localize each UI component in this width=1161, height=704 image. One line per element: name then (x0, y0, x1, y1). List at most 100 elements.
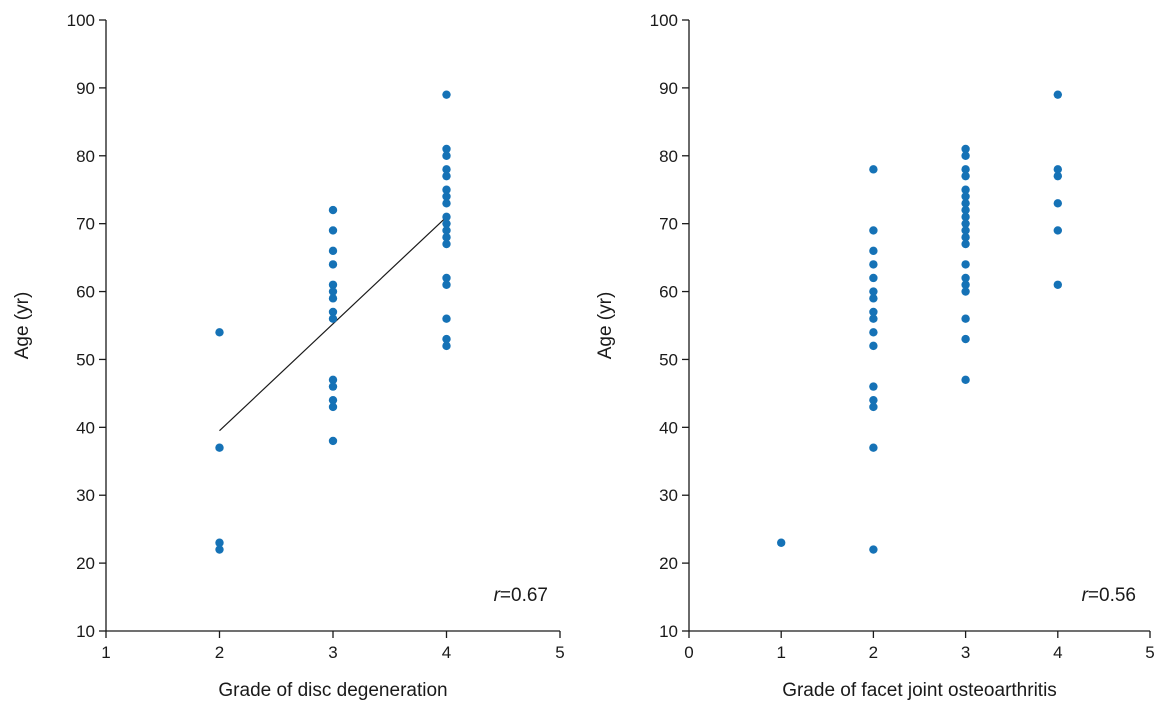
data-point (961, 226, 970, 235)
data-point (961, 205, 970, 215)
y-tick-label: 100 (650, 11, 678, 30)
data-point (869, 294, 878, 303)
data-point (328, 287, 338, 296)
data-point (961, 334, 970, 344)
data-point (1053, 90, 1063, 99)
data-point (215, 545, 224, 554)
data-point (869, 287, 878, 296)
data-point (328, 375, 338, 385)
data-point (961, 375, 970, 385)
data-point (442, 239, 451, 249)
y-tick-label: 70 (659, 215, 678, 234)
data-point (961, 233, 970, 242)
data-point (1053, 280, 1063, 289)
y-tick-label: 20 (659, 554, 678, 573)
data-point (869, 545, 878, 554)
x-axis-title: Grade of facet joint osteoarthritis (782, 680, 1057, 701)
data-point (869, 395, 878, 405)
correlation-label: r=0.56 (1082, 585, 1136, 606)
y-tick-label: 10 (659, 622, 678, 641)
y-tick-label: 50 (659, 350, 678, 369)
data-point (869, 382, 878, 391)
x-tick-label: 5 (555, 643, 564, 662)
correlation-value: =0.56 (1088, 585, 1136, 606)
data-point (442, 334, 451, 344)
data-point (961, 144, 970, 154)
data-point (215, 538, 224, 547)
data-point (1053, 199, 1063, 208)
y-tick-label: 100 (67, 11, 95, 30)
y-tick-label: 20 (76, 554, 95, 573)
data-point (1053, 171, 1063, 181)
x-tick-label: 1 (101, 643, 110, 662)
chart-panel-2: 10 20 30 40 50 60 70 80 90 100 0 1 2 3 4 5 Grade of face… (595, 11, 1155, 701)
data-point (442, 233, 451, 242)
data-point (215, 443, 224, 452)
x-tick-label: 0 (684, 643, 693, 662)
data-point (1053, 165, 1063, 174)
data-point (961, 239, 970, 249)
correlation-symbol: r (1082, 585, 1089, 606)
data-point (869, 246, 878, 256)
data-point (328, 307, 338, 317)
data-point (328, 436, 338, 446)
data-point (961, 192, 970, 201)
x-tick-label: 4 (442, 643, 451, 662)
y-tick-label: 80 (76, 147, 95, 166)
data-point (961, 273, 970, 283)
data-point (442, 280, 451, 289)
data-point (442, 199, 451, 208)
y-axis-title: Age (yr) (595, 292, 616, 360)
correlation-label: r=0.67 (494, 585, 548, 606)
data-point (442, 90, 451, 99)
x-axis-title: Grade of disc degeneration (218, 680, 447, 701)
data-point (961, 260, 970, 269)
data-point (961, 199, 970, 208)
x-tick-label: 3 (961, 643, 970, 662)
data-point (442, 144, 451, 154)
data-point (961, 185, 970, 194)
y-tick-label: 90 (659, 79, 678, 98)
data-point (1053, 226, 1063, 235)
data-point (328, 402, 338, 412)
x-tick-label: 3 (328, 643, 337, 662)
y-tick-label: 60 (76, 283, 95, 302)
correlation-value: =0.67 (500, 585, 548, 606)
data-point (869, 328, 878, 337)
data-point (442, 341, 451, 351)
data-point (442, 273, 451, 283)
y-tick-label: 50 (76, 350, 95, 369)
data-point (869, 226, 878, 235)
data-point (869, 341, 878, 351)
data-point (869, 165, 878, 174)
data-point (328, 260, 338, 269)
data-point (328, 226, 338, 235)
data-point (869, 314, 878, 323)
data-point (869, 260, 878, 269)
data-point (869, 273, 878, 283)
data-point (328, 205, 338, 215)
data-point (961, 151, 970, 160)
data-point (328, 294, 338, 303)
data-point (442, 314, 451, 323)
data-point (961, 165, 970, 174)
data-point (869, 402, 878, 412)
y-tick-label: 10 (76, 622, 95, 641)
correlation-symbol: r (494, 585, 501, 606)
data-point (328, 280, 338, 289)
x-tick-label: 2 (215, 643, 224, 662)
trend-line (219, 216, 447, 432)
data-point (442, 171, 451, 181)
data-point (961, 219, 970, 228)
data-point (328, 382, 338, 391)
data-point (215, 328, 224, 337)
data-point (961, 280, 970, 289)
x-tick-label: 1 (776, 643, 785, 662)
y-tick-label: 70 (76, 215, 95, 234)
data-point (777, 538, 786, 547)
data-point (442, 226, 451, 235)
data-point (328, 314, 338, 323)
y-tick-label: 90 (76, 79, 95, 98)
data-point (442, 185, 451, 194)
